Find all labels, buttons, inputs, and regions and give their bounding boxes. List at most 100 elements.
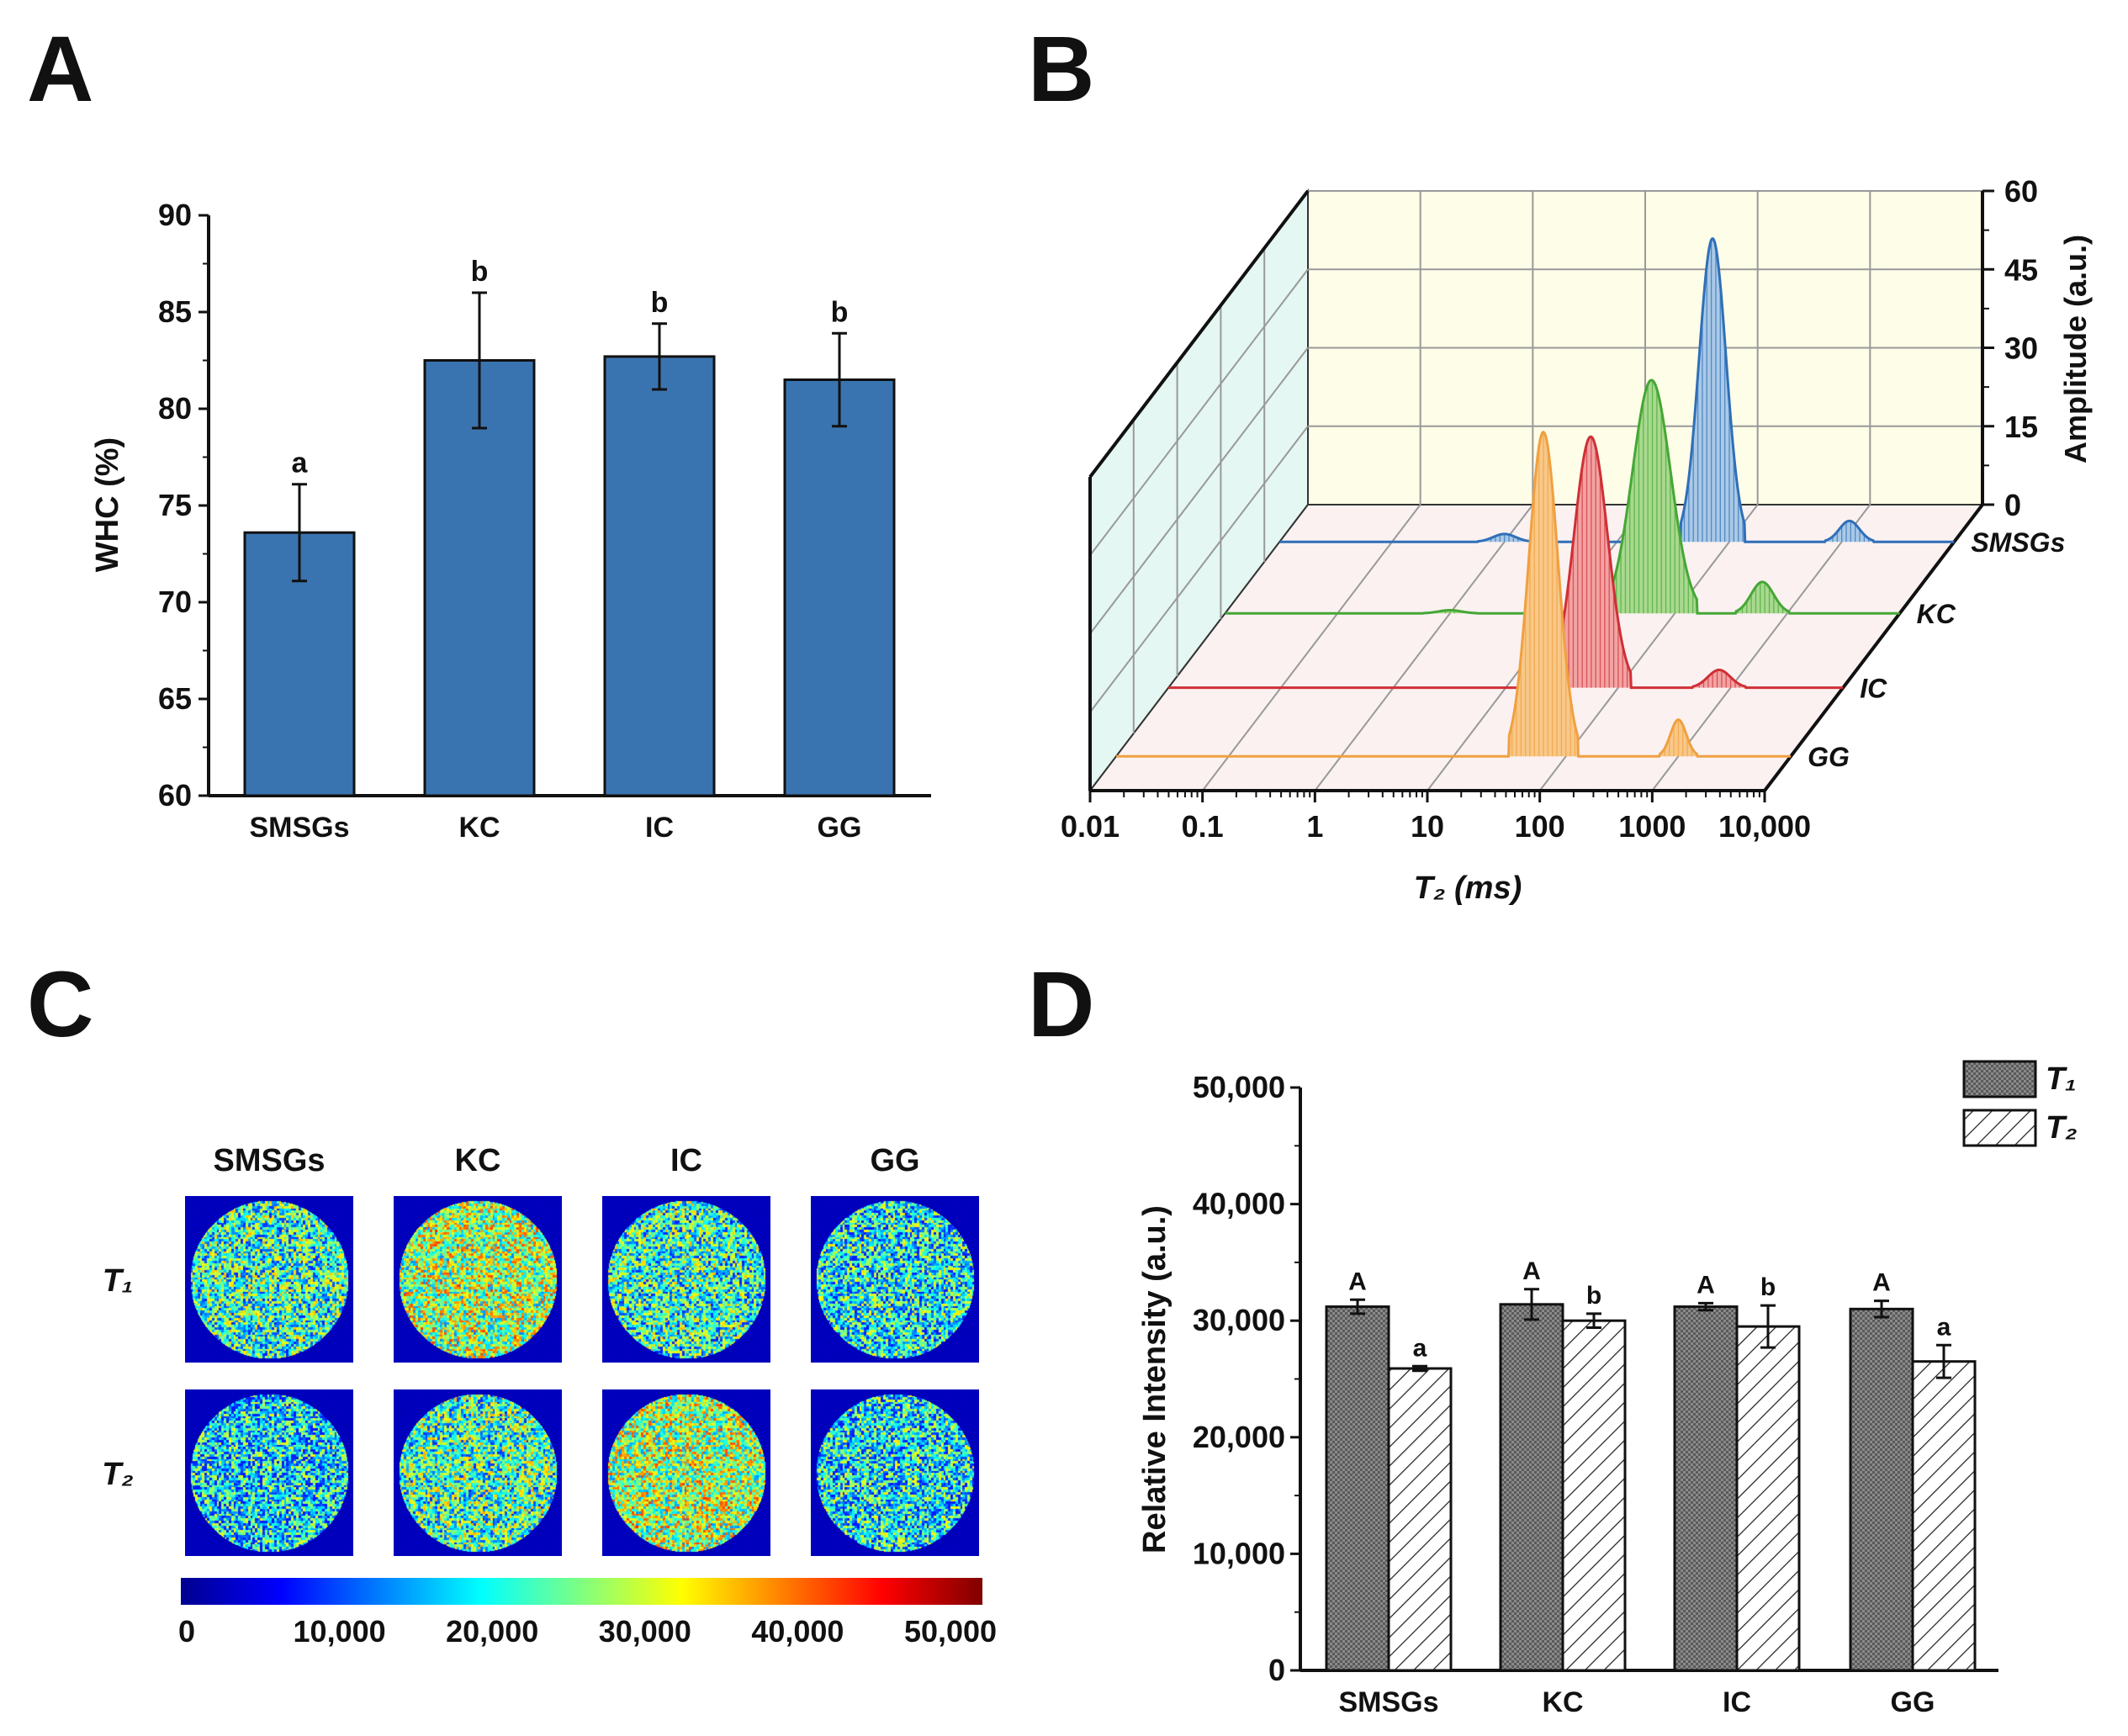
legend-swatch-t1 <box>1962 1060 2037 1098</box>
depth-axis <box>1763 503 1984 792</box>
mri-image-IC-1 <box>602 1196 770 1363</box>
row-label: T₁ <box>103 1263 134 1299</box>
y-tick-label: 30,000 <box>1193 1303 1285 1337</box>
bar-SMSGs-t1 <box>1325 1305 1390 1672</box>
colorbar-tick-label: 20,000 <box>446 1614 538 1649</box>
mri-image-IC-2 <box>602 1389 770 1556</box>
series-label: GG <box>1808 742 1850 772</box>
x-tick-label: SMSGs <box>249 812 349 844</box>
significance-letter: A <box>1872 1269 1891 1297</box>
significance-letter: b <box>1760 1273 1776 1301</box>
y-tick-label: 60 <box>158 778 192 812</box>
y-tick-label: 20,000 <box>1193 1420 1285 1454</box>
panel-d-relative-intensity-chart: 0 10,000 20,000 30,000 40,000 50,000 Relative … <box>1137 1060 2078 1718</box>
legend-label: T₁ <box>2046 1061 2077 1097</box>
y-tick-label: 65 <box>158 681 192 716</box>
bar-IC-t2 <box>1735 1325 1801 1672</box>
x-tick-label: GG <box>818 812 862 844</box>
y-tick-label: 90 <box>158 198 192 232</box>
series-line <box>1116 431 1792 758</box>
column-label: KC <box>455 1143 501 1178</box>
y-axis-label: Amplitude (a.u.) <box>2058 235 2093 463</box>
x-tick-label: IC <box>1723 1686 1751 1718</box>
mri-image-SMSGs-1 <box>185 1196 353 1363</box>
significance-letter: b <box>471 256 489 288</box>
x-tick-label: SMSGs <box>1338 1686 1438 1718</box>
bar-IC <box>603 355 716 797</box>
y-tick-label: 45 <box>2004 252 2038 287</box>
significance-letter: A <box>1697 1271 1715 1299</box>
bar-SMSGs-t2 <box>1387 1367 1453 1672</box>
colorbar-tick-label: 0 <box>178 1614 195 1649</box>
legend-swatch-t2 <box>1962 1109 2037 1147</box>
mri-image-KC-1 <box>394 1196 562 1363</box>
y-tick-label: 0 <box>2004 488 2021 522</box>
x-tick-label: GG <box>1891 1686 1935 1718</box>
series-GG: GG <box>1116 431 1850 772</box>
colorbar <box>181 1578 982 1605</box>
y-tick-label: 60 <box>2004 174 2038 209</box>
side-gridline <box>1089 426 1309 713</box>
x-tick-label: 100 <box>1515 809 1565 844</box>
significance-letter: b <box>651 287 669 319</box>
y-tick-label: 15 <box>2004 410 2038 444</box>
column-label: GG <box>870 1143 919 1178</box>
bar-IC-t1 <box>1673 1305 1739 1672</box>
panel-label-c: C <box>27 953 94 1056</box>
series-label: KC <box>1917 599 1956 629</box>
series-label: SMSGs <box>1971 527 2065 558</box>
x-tick-label: KC <box>458 812 500 844</box>
floor-gridline <box>1201 504 1421 791</box>
panel-b-t2-waterfall-chart: 0.01 0.1 1 10 100 1000 10,000 T₂ (ms) 0 15 30 45 60 A… <box>1061 174 2093 906</box>
panel-c-mri-labels: SMSGs KC IC GG T₁ T₂ 0 10,000 20,000 30,000 40,000… <box>102 1143 997 1649</box>
y-tick-label: 0 <box>1268 1653 1285 1687</box>
significance-letter: a <box>292 447 309 479</box>
depth-edge <box>1088 189 1310 479</box>
y-tick-label: 50,000 <box>1193 1070 1285 1104</box>
y-tick-label: 85 <box>158 294 192 329</box>
y-tick-label: 70 <box>158 585 192 619</box>
series-line <box>1279 237 1955 543</box>
x-axis-label: T₂ (ms) <box>1414 871 1522 906</box>
bar-KC-t1 <box>1499 1303 1564 1672</box>
significance-letter: A <box>1522 1257 1541 1285</box>
y-tick-label: 80 <box>158 391 192 426</box>
series-label: IC <box>1860 674 1887 704</box>
mri-image-KC-2 <box>394 1389 562 1556</box>
mri-image-GG-2 <box>811 1389 979 1556</box>
bar-KC-t2 <box>1561 1319 1627 1672</box>
colorbar-tick-label: 40,000 <box>751 1614 844 1649</box>
bar-KC <box>423 359 536 797</box>
y-axis-label: Relative Intensity (a.u.) <box>1137 1205 1173 1553</box>
legend-label: T₂ <box>2046 1110 2078 1146</box>
significance-letter: A <box>1348 1268 1367 1295</box>
significance-letter: b <box>1586 1282 1601 1310</box>
mri-image-GG-1 <box>811 1196 979 1363</box>
x-tick-label: 0.1 <box>1182 809 1224 844</box>
side-gridline <box>1089 347 1309 635</box>
panel-label-a: A <box>27 18 94 121</box>
y-tick-label: 10,000 <box>1193 1536 1285 1570</box>
column-label: SMSGs <box>213 1143 325 1178</box>
significance-letter: a <box>1937 1313 1951 1341</box>
x-tick-label: 0.01 <box>1061 809 1120 844</box>
x-tick-label: IC <box>645 812 674 844</box>
y-tick-label: 75 <box>158 488 192 522</box>
significance-letter: a <box>1413 1334 1427 1362</box>
x-tick-label: KC <box>1542 1686 1583 1718</box>
significance-letter: b <box>831 296 849 328</box>
x-tick-label: 10 <box>1411 809 1444 844</box>
colorbar-tick-label: 30,000 <box>599 1614 691 1649</box>
bar-GG-t1 <box>1849 1307 1914 1672</box>
series-SMSGs: SMSGs <box>1279 237 2065 558</box>
side-gridline <box>1089 268 1309 556</box>
panel-label-d: D <box>1028 953 1095 1056</box>
x-tick-label: 10,000 <box>1718 809 1811 844</box>
mri-image-SMSGs-2 <box>185 1389 353 1556</box>
x-tick-label: 1000 <box>1618 809 1686 844</box>
series-line <box>1168 435 1844 690</box>
y-tick-label: 40,000 <box>1193 1187 1285 1221</box>
column-label: IC <box>670 1143 702 1178</box>
